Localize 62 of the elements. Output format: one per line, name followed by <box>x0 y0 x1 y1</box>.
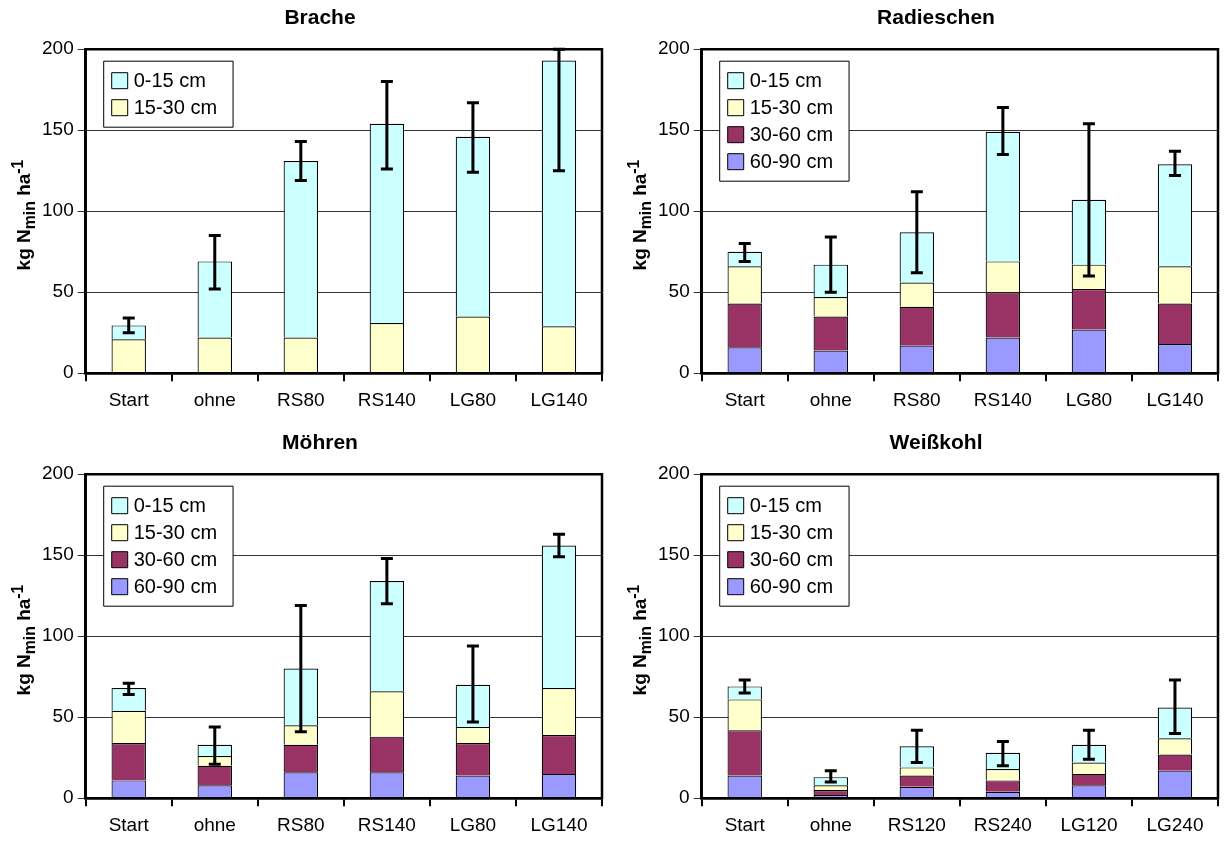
y-tick-label: 50 <box>52 705 74 727</box>
x-tick-label: LG240 <box>1146 813 1204 835</box>
x-tick-label: LG140 <box>1146 388 1204 410</box>
legend-label: 30-60 cm <box>749 548 834 571</box>
x-tick-label: RS140 <box>357 388 416 410</box>
y-tick-label: 100 <box>42 199 74 221</box>
y-tick-label: 100 <box>658 624 690 646</box>
x-tick-label: RS80 <box>277 813 325 835</box>
legend-label: 60-90 cm <box>133 575 218 598</box>
y-tick-label: 50 <box>668 705 690 727</box>
x-tick-label: Start <box>724 813 766 835</box>
y-tick-label: 150 <box>658 118 690 140</box>
y-tick-label: 200 <box>658 462 690 484</box>
legend-label: 15-30 cm <box>749 96 834 119</box>
legend-label: 15-30 cm <box>749 521 834 544</box>
legend-label: 60-90 cm <box>749 150 834 173</box>
legend-label: 15-30 cm <box>133 521 218 544</box>
x-tick-label: LG120 <box>1060 813 1118 835</box>
x-tick-label: LG140 <box>530 388 588 410</box>
y-tick-label: 150 <box>42 118 74 140</box>
x-tick-label: Start <box>724 388 766 410</box>
x-tick-label: ohne <box>809 813 852 835</box>
chart-title: Radieschen <box>877 5 995 29</box>
y-tick-label: 0 <box>63 361 74 383</box>
x-tick-label: ohne <box>809 388 852 410</box>
legend-label: 0-15 cm <box>133 69 206 92</box>
x-tick-label: RS80 <box>893 388 941 410</box>
x-tick-label: RS140 <box>357 813 416 835</box>
chart-title: Weißkohl <box>889 430 983 454</box>
x-tick-label: Start <box>108 388 150 410</box>
x-tick-label: RS240 <box>973 813 1032 835</box>
x-tick-label: LG140 <box>530 813 588 835</box>
y-tick-label: 150 <box>42 543 74 565</box>
y-tick-label: 0 <box>679 786 690 808</box>
legend-label: 0-15 cm <box>749 494 822 517</box>
legend-label: 60-90 cm <box>749 575 834 598</box>
x-tick-label: ohne <box>193 813 236 835</box>
x-tick-label: RS140 <box>973 388 1032 410</box>
y-tick-label: 100 <box>658 199 690 221</box>
y-tick-label: 0 <box>679 361 690 383</box>
chart-title: Brache <box>284 5 356 29</box>
y-tick-label: 50 <box>52 280 74 302</box>
x-tick-label: LG80 <box>1065 388 1113 410</box>
legend-label: 15-30 cm <box>133 96 218 119</box>
y-tick-label: 200 <box>658 37 690 59</box>
y-tick-label: 150 <box>658 543 690 565</box>
x-tick-label: Start <box>108 813 150 835</box>
chart-title: Möhren <box>282 430 358 454</box>
x-tick-label: RS80 <box>277 388 325 410</box>
legend-label: 0-15 cm <box>133 494 206 517</box>
x-tick-label: RS120 <box>887 813 946 835</box>
x-tick-label: LG80 <box>449 388 497 410</box>
y-tick-label: 200 <box>42 462 74 484</box>
x-tick-label: ohne <box>193 388 236 410</box>
y-tick-label: 200 <box>42 37 74 59</box>
legend-label: 0-15 cm <box>749 69 822 92</box>
legend-label: 30-60 cm <box>749 123 834 146</box>
y-tick-label: 100 <box>42 624 74 646</box>
legend-label: 30-60 cm <box>133 548 218 571</box>
y-tick-label: 50 <box>668 280 690 302</box>
y-tick-label: 0 <box>63 786 74 808</box>
x-tick-label: LG80 <box>449 813 497 835</box>
